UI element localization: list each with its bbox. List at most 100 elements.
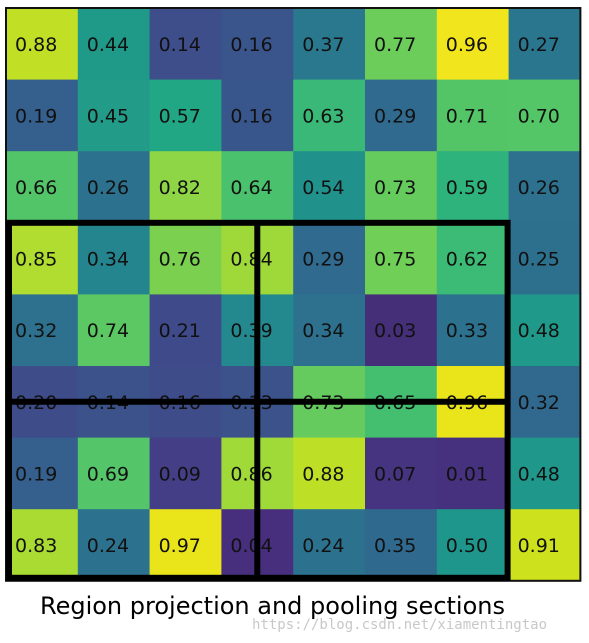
cell-value: 0.63: [302, 105, 344, 127]
grid-cell: [365, 437, 438, 510]
cell-value: 0.19: [15, 463, 57, 485]
grid-cell: [436, 294, 510, 367]
grid-cell: [77, 151, 151, 224]
roi-region-box: [6, 219, 511, 581]
grid-cell: [221, 79, 294, 152]
cell-value: 0.64: [230, 177, 272, 199]
cell-value: 0.71: [446, 105, 488, 127]
cell-value: 0.09: [159, 463, 201, 485]
cell-value: 0.16: [230, 105, 272, 127]
grid-cell: [293, 294, 366, 367]
cell-value: 0.86: [230, 463, 272, 485]
grid-cell: [149, 437, 222, 510]
grid-cell: [365, 222, 438, 295]
cell-value: 0.48: [518, 320, 560, 342]
cell-value: 0.82: [159, 177, 201, 199]
grid-cell: [6, 222, 79, 295]
grid-cell: [436, 79, 510, 152]
grid-cell: [6, 79, 79, 152]
grid-cell: [293, 222, 366, 295]
cell-value: 0.01: [446, 463, 488, 485]
cell-value: 0.73: [374, 177, 416, 199]
grid-cell: [6, 8, 79, 81]
cell-value: 0.88: [302, 463, 344, 485]
cell-value: 0.35: [374, 535, 416, 557]
grid-cell: [149, 509, 222, 582]
cell-value: 0.34: [87, 249, 129, 271]
cell-value: 0.26: [518, 177, 560, 199]
cell-value: 0.29: [302, 249, 344, 271]
cell-value: 0.59: [446, 177, 488, 199]
grid-cell: [6, 151, 79, 224]
grid-cell: [436, 8, 510, 81]
cell-value: 0.26: [87, 177, 129, 199]
cell-value: 0.16: [230, 34, 272, 56]
grid-cell: [6, 509, 79, 582]
cell-value: 0.96: [446, 34, 488, 56]
grid-cell: [77, 222, 151, 295]
grid-cell: [508, 509, 581, 582]
cell-value: 0.03: [374, 320, 416, 342]
cell-value: 0.45: [87, 105, 129, 127]
cell-value: 0.34: [302, 320, 344, 342]
grid-cell: [365, 509, 438, 582]
grid-cell: [365, 79, 438, 152]
cell-value: 0.69: [87, 463, 129, 485]
grid-cell: [221, 8, 294, 81]
cell-value: 0.29: [374, 105, 416, 127]
cell-value: 0.76: [159, 249, 201, 271]
grid-cell: [293, 8, 366, 81]
grid-cell: [508, 437, 581, 510]
cell-value: 0.88: [15, 34, 57, 56]
cell-value: 0.39: [230, 320, 272, 342]
grid-cell: [149, 79, 222, 152]
grid-cell: [436, 437, 510, 510]
grid-cell: [436, 509, 510, 582]
grid-cell: [508, 222, 581, 295]
grid-cell: [508, 294, 581, 367]
cell-value: 0.97: [159, 535, 201, 557]
grid-cell: [365, 151, 438, 224]
grid-cell: [293, 151, 366, 224]
grid-cell: [293, 509, 366, 582]
figure-caption: Region projection and pooling sections: [39, 592, 505, 620]
cell-value: 0.75: [374, 249, 416, 271]
cell-value: 0.83: [15, 535, 57, 557]
cell-value: 0.70: [518, 105, 560, 127]
grid-cell: [436, 151, 510, 224]
cell-value: 0.91: [518, 535, 560, 557]
grid-cell: [77, 79, 151, 152]
cell-value: 0.66: [15, 177, 57, 199]
cell-value: 0.04: [230, 535, 272, 557]
grid-cell: [149, 222, 222, 295]
grid-cell: [508, 8, 581, 81]
cell-value: 0.21: [159, 320, 201, 342]
watermark-text: https://blog.csdn.net/xiamentingtao: [252, 617, 548, 633]
cell-value: 0.32: [518, 392, 560, 414]
cell-value: 0.32: [15, 320, 57, 342]
grid-cell: [293, 437, 366, 510]
cell-value: 0.19: [15, 105, 57, 127]
grid-cell: [6, 437, 79, 510]
grid-cell: [77, 509, 151, 582]
cell-value: 0.25: [518, 249, 560, 271]
cell-value: 0.48: [518, 463, 560, 485]
cell-value: 0.62: [446, 249, 488, 271]
feature-map-values: 0.88 0.44 0.14 0.16 0.37 0.77 0.96 0.27 0.19 0.45…: [15, 34, 560, 557]
grid-cell: [293, 79, 366, 152]
grid-cell: [149, 151, 222, 224]
grid-cell: [508, 79, 581, 152]
grid-cell: [149, 8, 222, 81]
cell-value: 0.54: [302, 177, 344, 199]
grid-cell: [436, 222, 510, 295]
grid-cell: [365, 294, 438, 367]
grid-cell: [149, 294, 222, 367]
cell-value: 0.07: [374, 463, 416, 485]
grid-cell: [77, 437, 151, 510]
cell-value: 0.57: [159, 105, 201, 127]
cell-value: 0.44: [87, 34, 129, 56]
cell-value: 0.14: [159, 34, 201, 56]
cell-value: 0.24: [302, 535, 344, 557]
grid-cell: [77, 8, 151, 81]
